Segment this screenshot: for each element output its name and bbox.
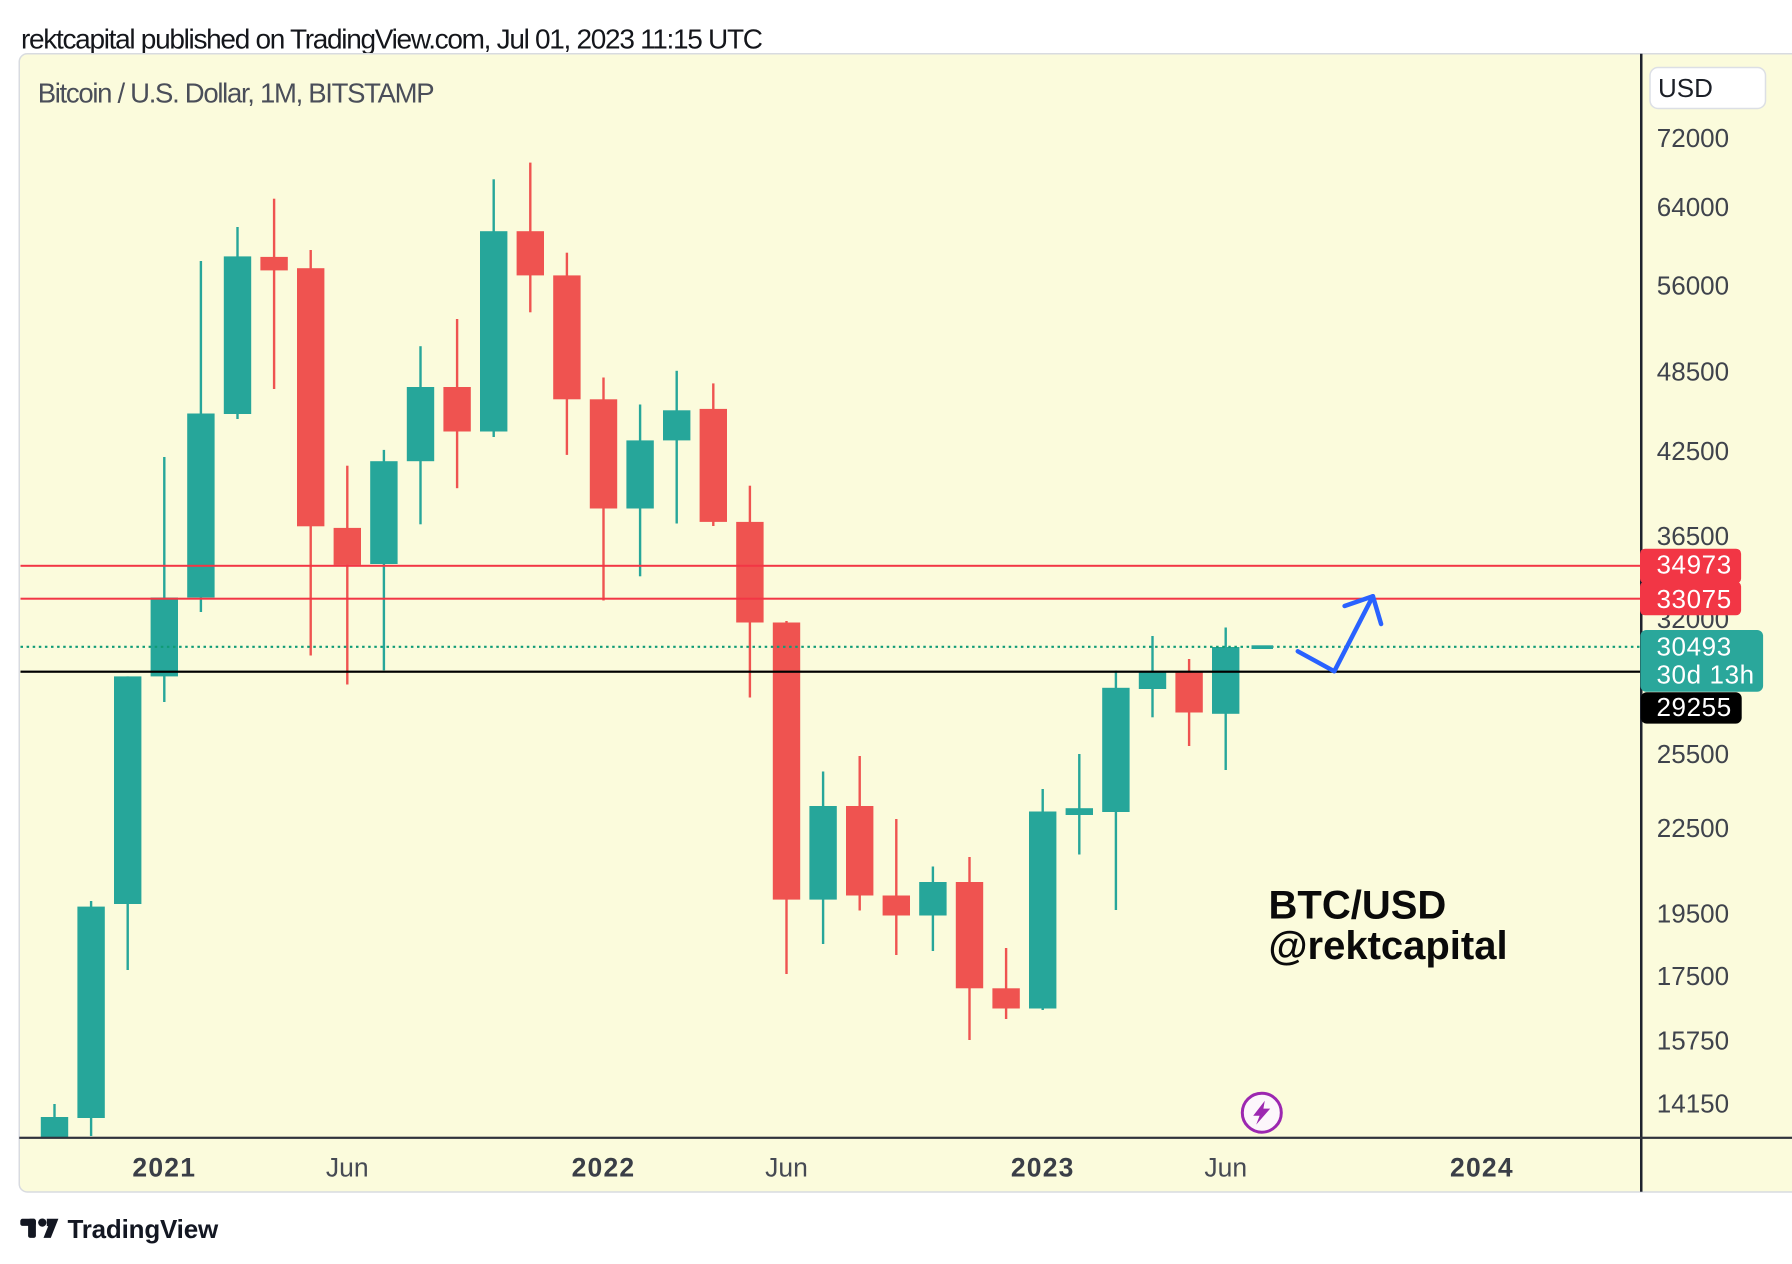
svg-text:42500: 42500 — [1657, 436, 1729, 466]
svg-text:Jun: Jun — [326, 1153, 369, 1183]
svg-text:BTC/USD: BTC/USD — [1269, 884, 1447, 928]
svg-text:2021: 2021 — [132, 1153, 196, 1183]
svg-text:Jun: Jun — [1204, 1153, 1247, 1183]
svg-text:29255: 29255 — [1657, 692, 1732, 722]
svg-text:rektcapital published on Tradi: rektcapital published on TradingView.com… — [21, 24, 763, 55]
svg-text:17500: 17500 — [1657, 961, 1729, 991]
svg-text:2023: 2023 — [1011, 1153, 1075, 1183]
svg-text:2022: 2022 — [572, 1153, 636, 1183]
svg-text:TradingView: TradingView — [68, 1214, 219, 1244]
svg-text:15750: 15750 — [1657, 1025, 1729, 1055]
svg-text:64000: 64000 — [1657, 192, 1729, 222]
svg-text:19500: 19500 — [1657, 898, 1729, 928]
svg-text:34973: 34973 — [1657, 550, 1732, 580]
svg-text:30d 13h: 30d 13h — [1657, 660, 1755, 690]
svg-text:56000: 56000 — [1657, 270, 1729, 300]
svg-text:@rektcapital: @rektcapital — [1269, 924, 1508, 968]
svg-text:25500: 25500 — [1657, 739, 1729, 769]
svg-text:14150: 14150 — [1657, 1088, 1729, 1118]
svg-text:2024: 2024 — [1450, 1153, 1514, 1183]
svg-text:48500: 48500 — [1657, 356, 1729, 386]
svg-text:36500: 36500 — [1657, 521, 1729, 551]
svg-text:Jun: Jun — [765, 1153, 808, 1183]
svg-text:33075: 33075 — [1657, 584, 1732, 614]
svg-text:Bitcoin / U.S. Dollar, 1M, BIT: Bitcoin / U.S. Dollar, 1M, BITSTAMP — [38, 77, 434, 108]
svg-text:72000: 72000 — [1657, 123, 1729, 153]
svg-text:USD: USD — [1658, 73, 1713, 103]
svg-text:30493: 30493 — [1657, 632, 1732, 662]
svg-text:22500: 22500 — [1657, 813, 1729, 843]
